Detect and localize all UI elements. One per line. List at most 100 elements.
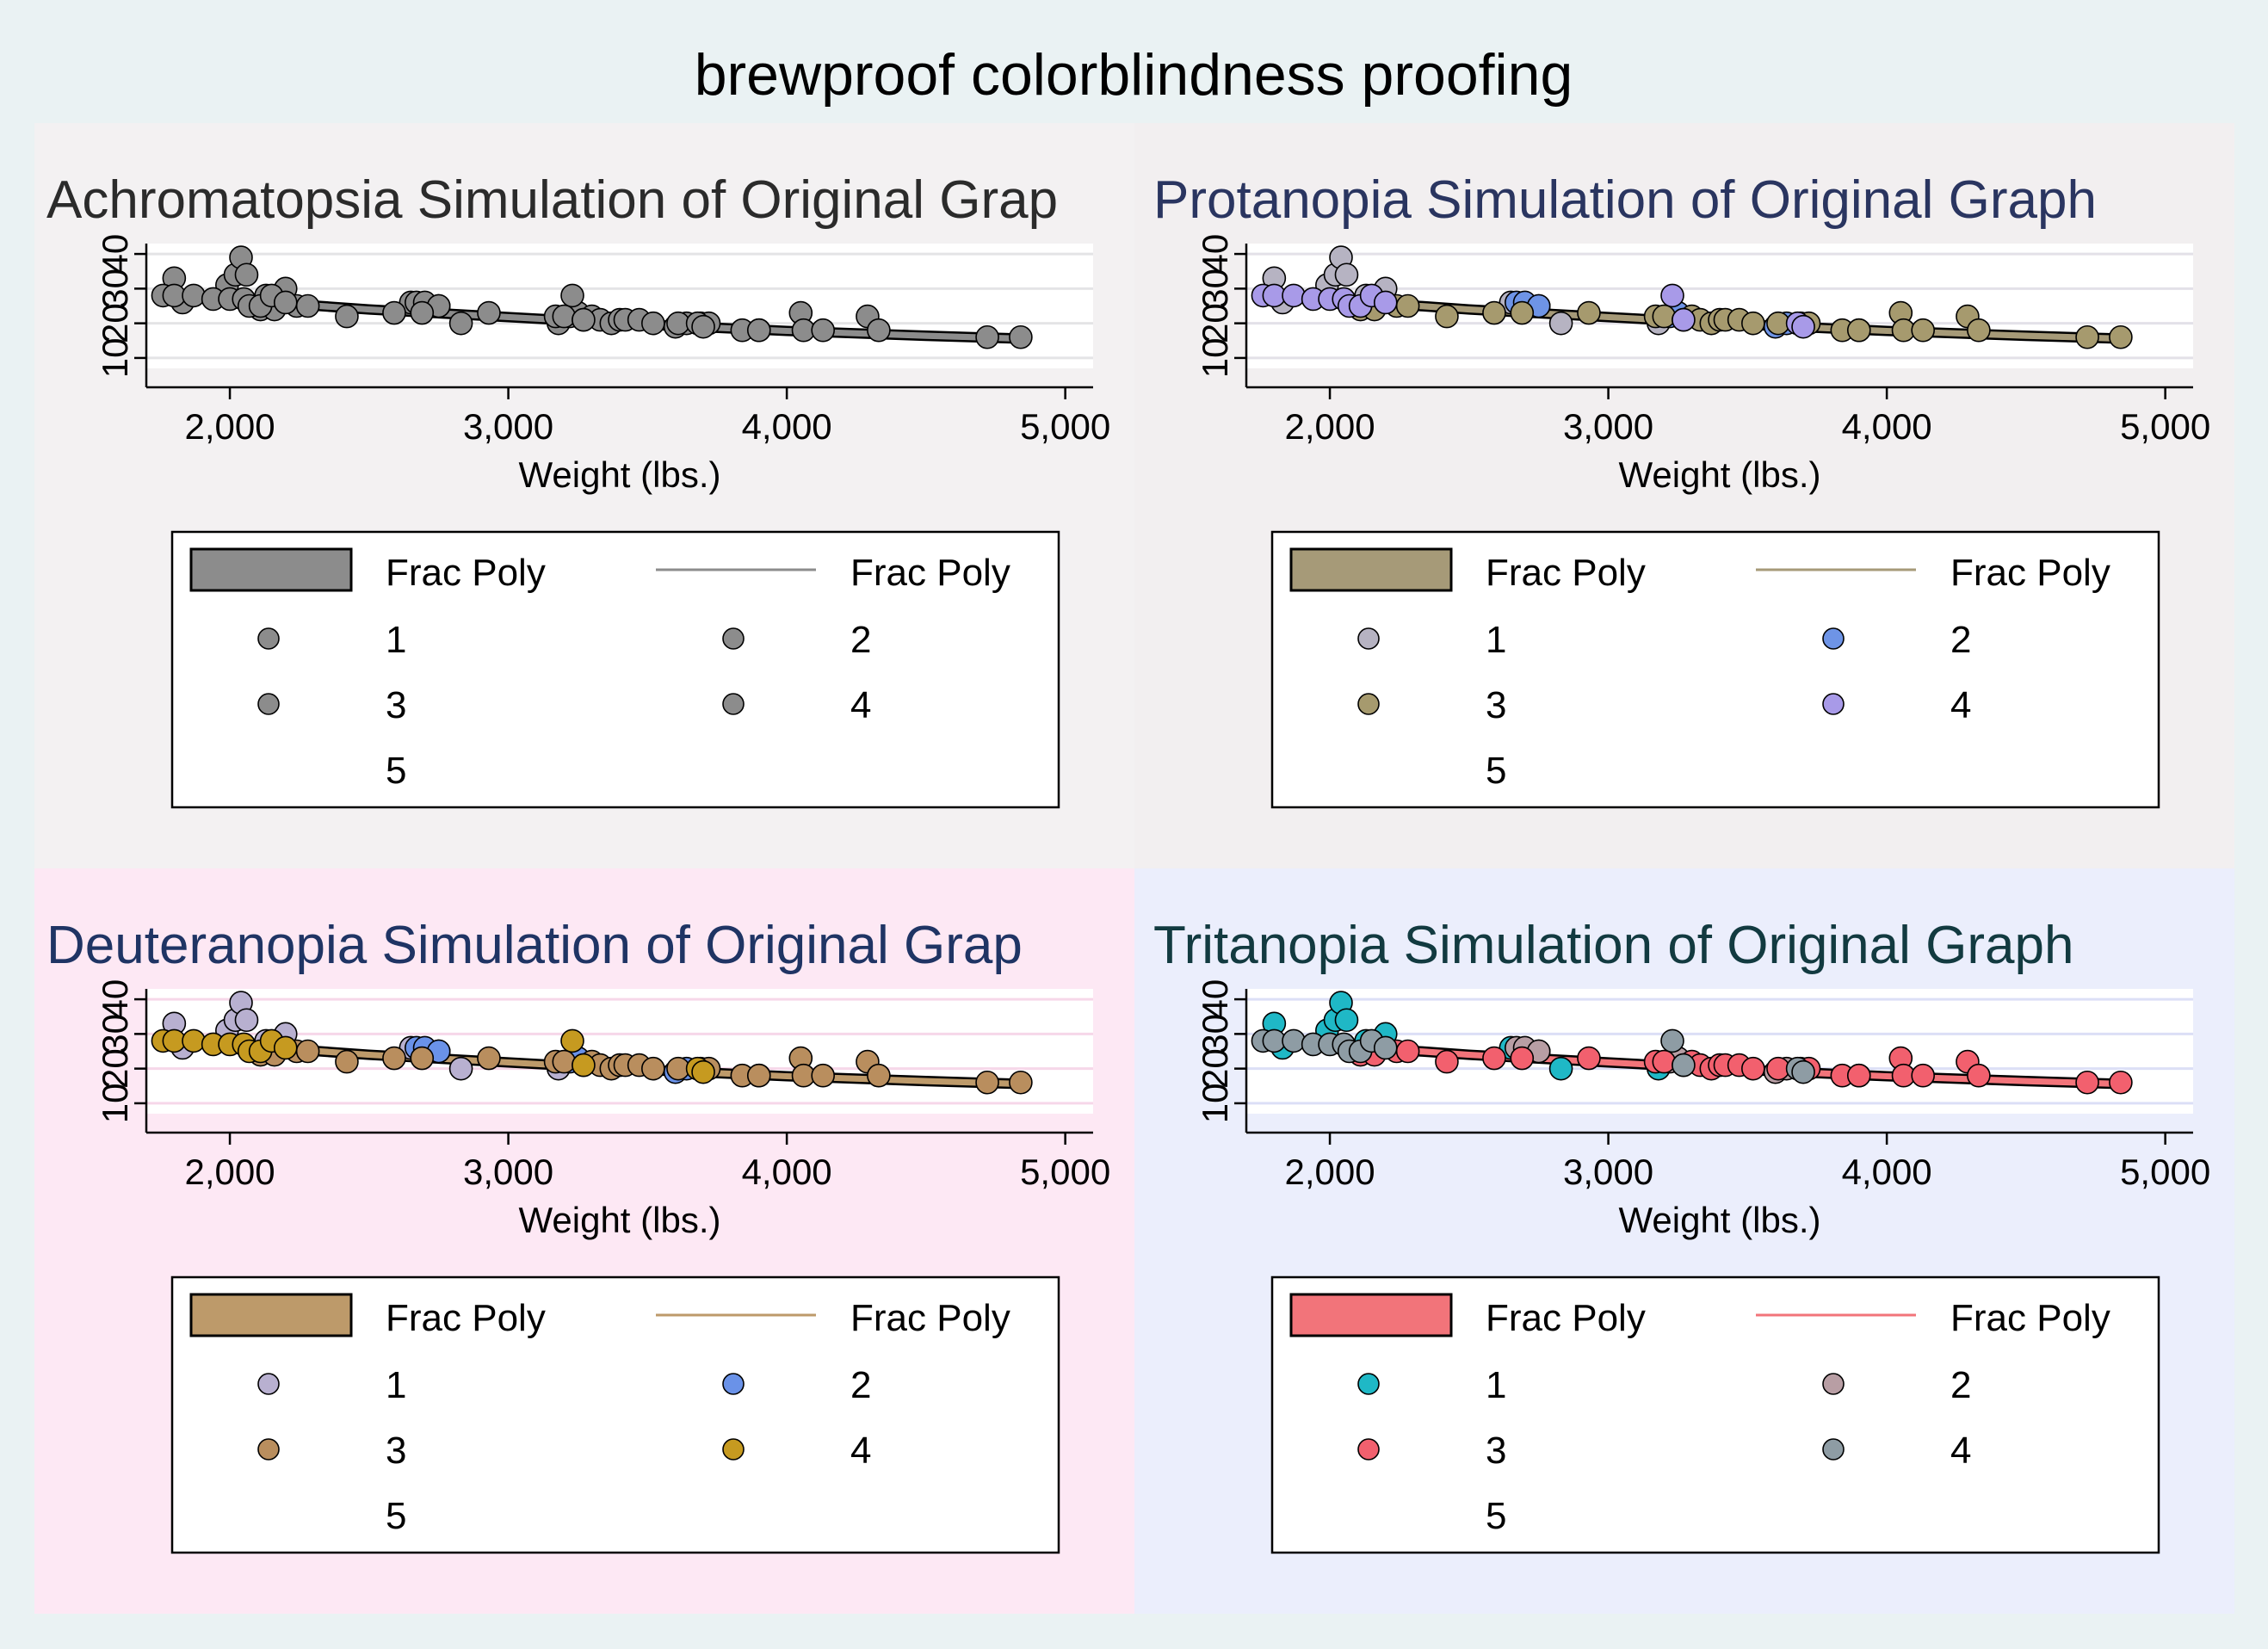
x-axis-label: Weight (lbs.) <box>1619 454 1821 495</box>
x-tick-label: 5,000 <box>2120 1152 2210 1192</box>
y-tick-label: 10 <box>1195 1084 1235 1124</box>
legend-label-4: 4 <box>1950 684 1971 726</box>
data-point <box>1334 1008 1359 1033</box>
x-tick-label: 5,000 <box>1020 1152 1110 1192</box>
data-point <box>691 314 715 339</box>
x-tick-label: 4,000 <box>1842 1152 1932 1192</box>
legend-label-2: 2 <box>1950 619 1971 661</box>
title-group: Protanopia Simulation of Original Graph <box>1153 170 2097 230</box>
legend-marker-1 <box>1357 627 1380 650</box>
y-tick-label: 20 <box>95 303 135 343</box>
data-point <box>234 1008 259 1033</box>
legend-band-key <box>1289 547 1453 592</box>
data-point <box>1660 283 1684 308</box>
x-tick-label: 2,000 <box>1285 406 1375 447</box>
chart-panel-3: Deuteranopia Simulation of Original Grap… <box>34 868 1134 1614</box>
legend-marker-4 <box>722 1438 745 1461</box>
legend-label-1: 1 <box>1486 619 1506 661</box>
legend-label-2: 2 <box>1950 1364 1971 1406</box>
data-point <box>1435 304 1459 329</box>
y-tick-label: 20 <box>95 1048 135 1089</box>
x-axis-label: Weight (lbs.) <box>519 1200 721 1240</box>
data-point <box>410 1046 435 1071</box>
legend-band-label: Frac Poly <box>386 552 546 594</box>
data-point <box>2075 1070 2099 1095</box>
data-point <box>975 324 999 349</box>
x-axis-label: Weight (lbs.) <box>519 454 721 495</box>
legend-marker-2 <box>1822 1373 1845 1395</box>
data-point <box>1577 1046 1601 1071</box>
data-point <box>1791 1059 1815 1084</box>
data-point <box>572 1053 596 1078</box>
legend-marker-4 <box>1822 1438 1845 1461</box>
data-point <box>1741 1056 1765 1081</box>
chart-title: Protanopia Simulation of Original Graph <box>1153 170 2097 230</box>
data-point <box>1334 262 1359 287</box>
data-point <box>1967 1063 1991 1088</box>
data-point <box>1791 314 1815 339</box>
y-tick-label: 30 <box>1195 1014 1235 1054</box>
y-tick-label: 10 <box>95 338 135 379</box>
legend-label-5: 5 <box>1486 750 1506 792</box>
legend-label-3: 3 <box>1486 684 1506 726</box>
data-point <box>746 318 771 343</box>
legend-label-3: 3 <box>386 1430 406 1472</box>
legend-marker-2 <box>722 1373 745 1395</box>
chart-title: Achromatopsia Simulation of Original Gra… <box>46 170 1058 230</box>
data-point <box>867 318 891 343</box>
legend-label-4: 4 <box>850 1430 871 1472</box>
data-point <box>1548 1056 1573 1081</box>
data-point <box>552 304 577 329</box>
data-point <box>1373 1035 1398 1060</box>
data-point <box>273 1035 298 1060</box>
data-point <box>1482 1046 1506 1071</box>
data-point <box>295 293 320 318</box>
legend-marker-3 <box>257 1438 280 1461</box>
title-group: Achromatopsia Simulation of Original Gra… <box>46 170 1058 230</box>
data-point <box>867 1063 891 1088</box>
data-point <box>1652 304 1677 329</box>
data-point <box>1482 300 1506 325</box>
legend-marker-2 <box>1822 627 1845 650</box>
legend-label-1: 1 <box>386 1364 406 1406</box>
data-point <box>560 283 584 308</box>
data-point <box>410 300 435 325</box>
legend-marker-4 <box>1822 693 1845 715</box>
legend-marker-4 <box>722 693 745 715</box>
data-point <box>1009 1070 1033 1095</box>
data-point <box>641 311 665 336</box>
data-point <box>1510 1046 1535 1071</box>
data-point <box>1009 324 1033 349</box>
chart-title: Deuteranopia Simulation of Original Grap <box>46 916 1023 975</box>
x-axis-label: Weight (lbs.) <box>1619 1200 1821 1240</box>
data-point <box>1660 1028 1684 1053</box>
data-point <box>1282 1028 1306 1053</box>
series-4 <box>151 283 715 339</box>
legend-label-4: 4 <box>1950 1430 1971 1472</box>
data-point <box>1672 1053 1696 1078</box>
data-point <box>335 304 359 329</box>
y-tick-label: 20 <box>1195 303 1235 343</box>
data-point <box>2109 324 2133 349</box>
series-4 <box>1251 1028 1815 1084</box>
legend-label-3: 3 <box>386 684 406 726</box>
chart-panel-2: Protanopia Simulation of Original Graph 1… <box>1134 123 2234 868</box>
legend-label-1: 1 <box>1486 1364 1506 1406</box>
x-tick-label: 2,000 <box>1285 1152 1375 1192</box>
legend-label-5: 5 <box>1486 1495 1506 1537</box>
legend-line-label: Frac Poly <box>1950 1297 2110 1339</box>
legend-label-2: 2 <box>850 619 871 661</box>
data-point <box>448 1056 473 1081</box>
data-point <box>975 1070 999 1095</box>
y-tick-label: 40 <box>1195 979 1235 1020</box>
legend-band-key <box>1289 1293 1453 1337</box>
chart-panel-4: Tritanopia Simulation of Original Graph 1… <box>1134 868 2234 1614</box>
data-point <box>273 290 298 315</box>
legend-marker-1 <box>1357 1373 1380 1395</box>
legend-label-1: 1 <box>386 619 406 661</box>
x-tick-label: 3,000 <box>1563 1152 1653 1192</box>
legend-label-5: 5 <box>386 750 406 792</box>
data-point <box>477 300 501 325</box>
data-point <box>2109 1070 2133 1095</box>
